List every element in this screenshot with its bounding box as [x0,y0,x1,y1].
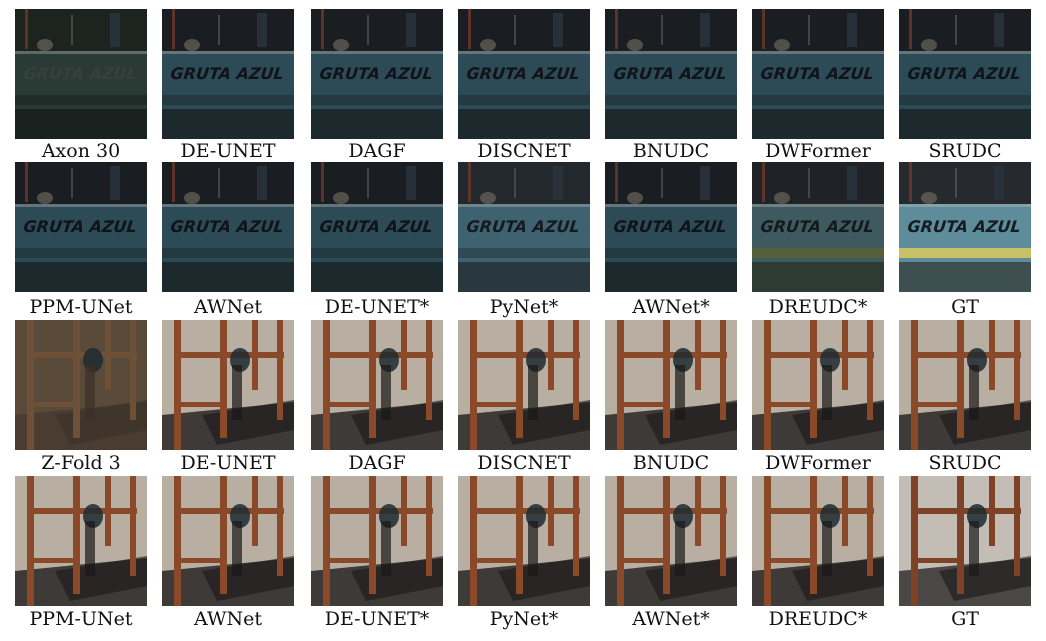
result-image: GRUTA AZUL [605,9,737,139]
result-image [162,476,294,606]
method-caption: DE-UNET* [324,608,430,630]
result-image: GRUTA AZUL [605,162,737,292]
result-image [605,476,737,606]
svg-text:GRUTA AZUL: GRUTA AZUL [23,64,138,83]
method-caption: DWFormer [765,452,871,474]
method-caption: DE-UNET* [324,296,430,318]
method-caption: AWNet [194,608,262,630]
svg-text:GRUTA AZUL: GRUTA AZUL [760,217,875,236]
svg-text:GRUTA AZUL: GRUTA AZUL [319,217,434,236]
svg-text:GRUTA AZUL: GRUTA AZUL [760,64,875,83]
result-image: GRUTA AZUL [311,9,443,139]
svg-text:GRUTA AZUL: GRUTA AZUL [907,64,1022,83]
svg-text:GRUTA AZUL: GRUTA AZUL [319,64,434,83]
result-image [311,476,443,606]
result-image: GRUTA AZUL [752,9,884,139]
result-image: GRUTA AZUL [311,162,443,292]
method-caption: DREUDC* [768,608,868,630]
method-caption: DISCNET [477,140,571,162]
method-caption: Z-Fold 3 [41,452,121,474]
method-caption: DAGF [348,452,406,474]
result-image: GRUTA AZUL [162,162,294,292]
method-caption: AWNet* [632,296,710,318]
result-image [752,320,884,450]
result-image [899,320,1031,450]
method-caption: GT [951,608,979,630]
result-image: GRUTA AZUL [752,162,884,292]
result-image [458,476,590,606]
result-image [458,320,590,450]
svg-text:GRUTA AZUL: GRUTA AZUL [170,217,285,236]
method-caption: DWFormer [765,140,871,162]
method-caption: PPM-UNet [29,296,133,318]
svg-text:GRUTA AZUL: GRUTA AZUL [466,217,581,236]
method-caption: PyNet* [489,608,559,630]
svg-text:GRUTA AZUL: GRUTA AZUL [613,217,728,236]
method-caption: AWNet [194,296,262,318]
svg-text:GRUTA AZUL: GRUTA AZUL [170,64,285,83]
method-caption: DREUDC* [768,296,868,318]
result-image: GRUTA AZUL [15,162,147,292]
result-image [605,320,737,450]
result-image [311,320,443,450]
result-image [15,476,147,606]
method-caption: DISCNET [477,452,571,474]
svg-text:GRUTA AZUL: GRUTA AZUL [907,217,1022,236]
result-image: GRUTA AZUL [458,162,590,292]
result-image [752,476,884,606]
result-image: GRUTA AZUL [899,9,1031,139]
svg-text:GRUTA AZUL: GRUTA AZUL [613,64,728,83]
result-image [15,320,147,450]
method-caption: PyNet* [489,296,559,318]
result-image [899,476,1031,606]
result-image: GRUTA AZUL [15,9,147,139]
result-image: GRUTA AZUL [162,9,294,139]
method-caption: BNUDC [632,140,710,162]
method-caption: Axon 30 [41,140,121,162]
method-caption: SRUDC [928,452,1002,474]
method-caption: DAGF [348,140,406,162]
result-image [162,320,294,450]
result-image: GRUTA AZUL [899,162,1031,292]
method-caption: PPM-UNet [29,608,133,630]
method-caption: DE-UNET [180,452,276,474]
method-caption: BNUDC [632,452,710,474]
svg-text:GRUTA AZUL: GRUTA AZUL [23,217,138,236]
svg-text:GRUTA AZUL: GRUTA AZUL [466,64,581,83]
method-caption: GT [951,296,979,318]
method-caption: SRUDC [928,140,1002,162]
method-caption: DE-UNET [180,140,276,162]
result-image: GRUTA AZUL [458,9,590,139]
method-caption: AWNet* [632,608,710,630]
